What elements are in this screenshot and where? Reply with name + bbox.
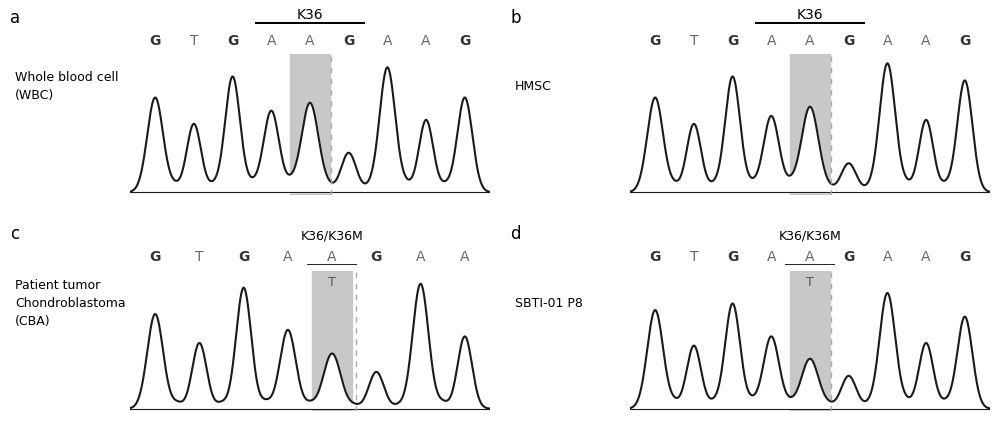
Text: G: G: [150, 250, 161, 264]
Text: G: G: [727, 34, 738, 48]
Text: A: A: [883, 250, 892, 264]
Bar: [290, 54, 330, 195]
Text: T: T: [690, 34, 698, 48]
Text: A: A: [267, 34, 276, 48]
Text: G: G: [150, 34, 161, 48]
Text: A: A: [305, 34, 315, 48]
Text: A: A: [921, 34, 931, 48]
Text: G: G: [371, 250, 382, 264]
Bar: [790, 271, 830, 411]
Text: A: A: [805, 34, 815, 48]
Bar: [790, 54, 830, 195]
Text: K36/K36M: K36/K36M: [779, 229, 841, 242]
Text: G: G: [727, 250, 738, 264]
Text: T: T: [806, 276, 814, 289]
Text: SBTI-01 P8: SBTI-01 P8: [515, 297, 583, 310]
Text: A: A: [416, 250, 425, 264]
Text: G: G: [343, 34, 354, 48]
Text: G: G: [459, 34, 470, 48]
Text: T: T: [195, 250, 204, 264]
Text: T: T: [328, 276, 336, 289]
Text: G: G: [238, 250, 249, 264]
Text: K36/K36M: K36/K36M: [301, 229, 363, 242]
Text: T: T: [190, 34, 198, 48]
Text: A: A: [921, 250, 931, 264]
Text: c: c: [10, 225, 19, 243]
Text: G: G: [959, 34, 970, 48]
Text: A: A: [421, 34, 431, 48]
Text: Patient tumor
Chondroblastoma
(CBA): Patient tumor Chondroblastoma (CBA): [15, 278, 126, 328]
Text: A: A: [383, 34, 392, 48]
Text: G: G: [959, 250, 970, 264]
Text: A: A: [883, 34, 892, 48]
Text: K36: K36: [297, 8, 323, 22]
Text: G: G: [650, 34, 661, 48]
Text: A: A: [460, 250, 470, 264]
Text: T: T: [690, 250, 698, 264]
Bar: [312, 271, 352, 411]
Text: G: G: [843, 34, 854, 48]
Text: G: G: [227, 34, 238, 48]
Text: A: A: [283, 250, 293, 264]
Text: HMSC: HMSC: [515, 80, 552, 93]
Text: Whole blood cell
(WBC): Whole blood cell (WBC): [15, 71, 119, 102]
Text: A: A: [327, 250, 337, 264]
Text: d: d: [510, 225, 520, 243]
Text: G: G: [843, 250, 854, 264]
Text: A: A: [767, 34, 776, 48]
Text: b: b: [510, 9, 520, 27]
Text: G: G: [650, 250, 661, 264]
Text: K36: K36: [797, 8, 823, 22]
Text: a: a: [10, 9, 20, 27]
Text: A: A: [805, 250, 815, 264]
Text: A: A: [767, 250, 776, 264]
